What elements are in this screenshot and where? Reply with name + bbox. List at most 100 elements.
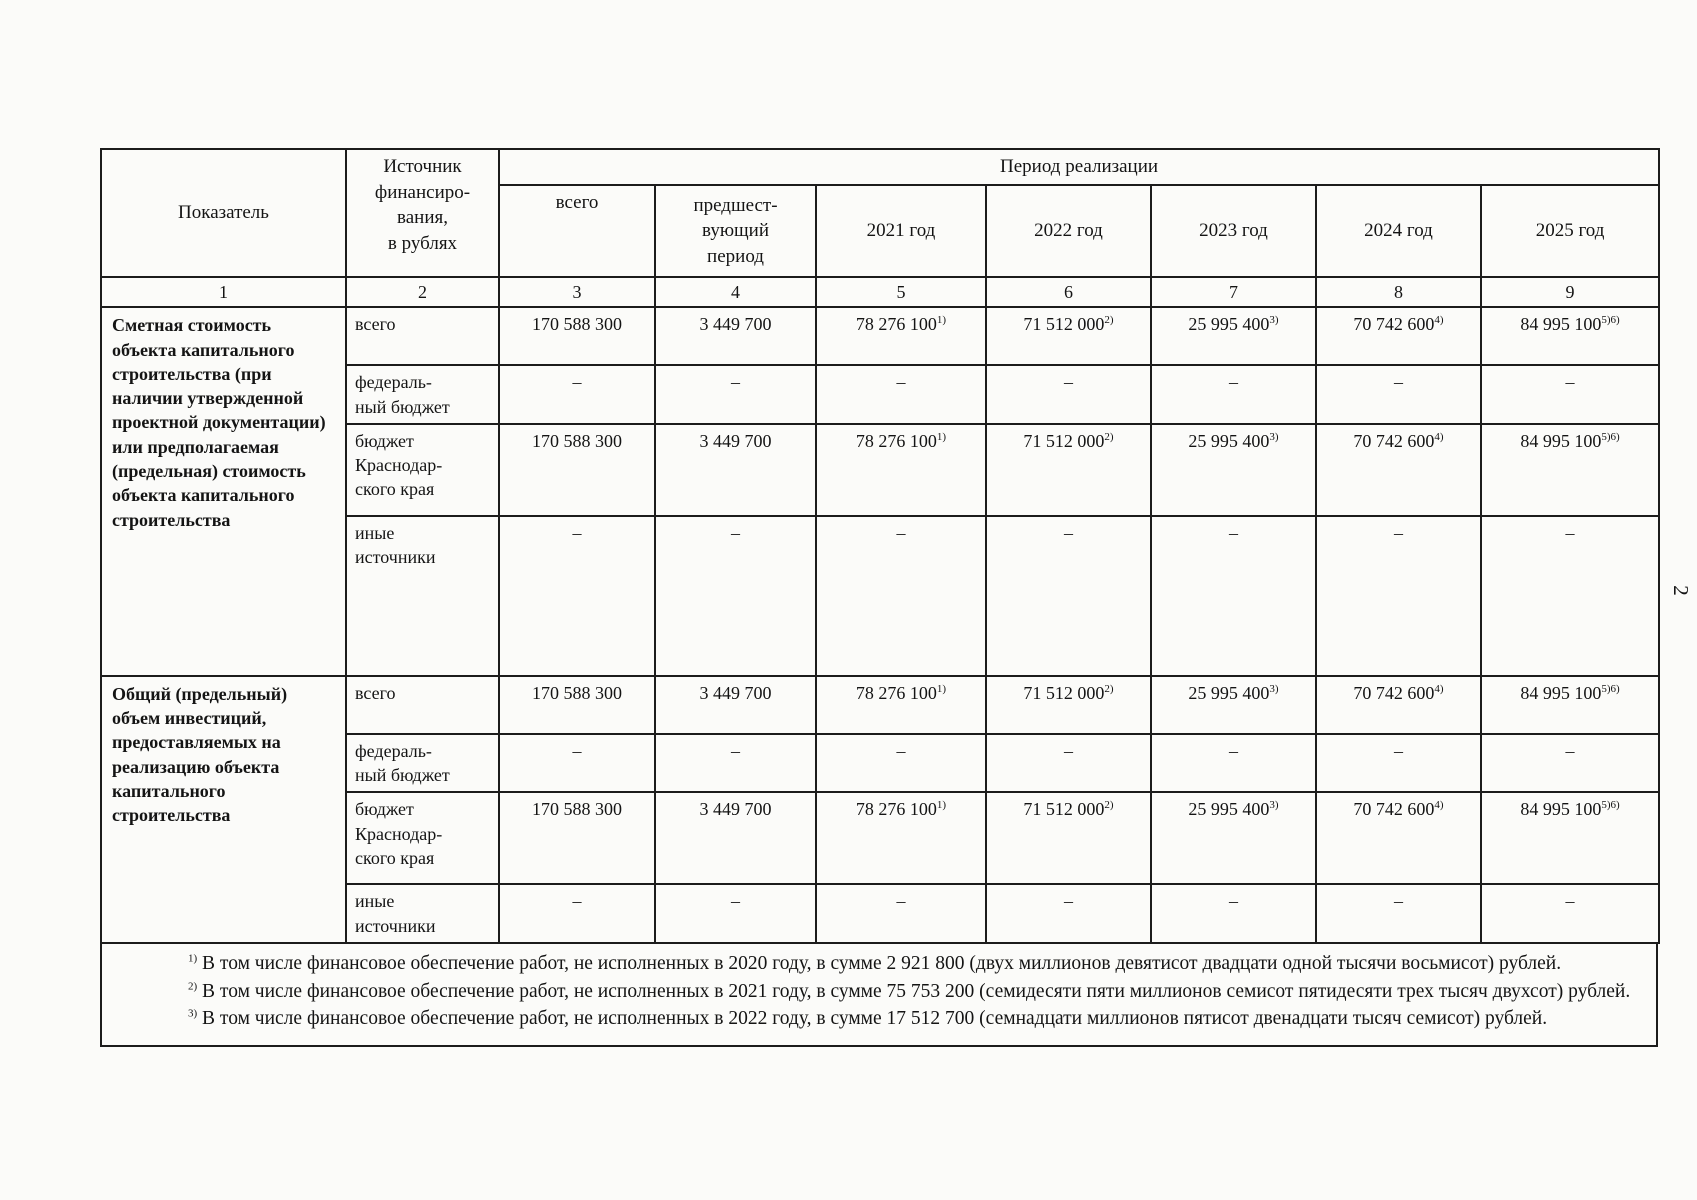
footnote-ref: 1): [936, 314, 947, 327]
value-text: –: [731, 372, 740, 393]
table-row: федераль- ный бюджет – – – – – – –: [101, 364, 1661, 425]
value-text: 71 512 000: [1023, 314, 1105, 335]
value-text: –: [572, 522, 582, 543]
value-text: –: [1394, 740, 1403, 761]
value-cell: 78 276 1001): [815, 791, 987, 886]
page-number: 2: [1668, 585, 1693, 596]
value-text: –: [1064, 372, 1073, 393]
value-cell: –: [1479, 514, 1661, 677]
value-text: –: [1064, 891, 1073, 912]
value-cell: 71 512 0002): [985, 306, 1152, 367]
footnote-ref: 2): [1104, 314, 1114, 327]
footnote-ref: 5)6): [1601, 799, 1620, 812]
value-text: –: [1394, 891, 1403, 912]
col-number-1: 1: [100, 275, 347, 309]
value-cell: –: [654, 364, 817, 425]
footnote-ref: 3): [1269, 799, 1279, 812]
value-cell: 25 995 4003): [1150, 791, 1317, 886]
value-cell: –: [498, 364, 656, 425]
value-cell: 25 995 4003): [1150, 306, 1317, 367]
source-cell: федераль- ный бюджет: [345, 732, 500, 794]
col-number-7: 7: [1150, 275, 1317, 309]
value-text: –: [1394, 372, 1403, 393]
value-text: –: [572, 372, 582, 393]
footnote-text: В том числе финансовое обеспечение работ…: [197, 1008, 1548, 1030]
footnote-ref: 4): [1434, 682, 1444, 695]
value-cell: –: [985, 364, 1152, 425]
value-text: 84 995 100: [1520, 682, 1602, 703]
footnote: 1) В том числе финансовое обеспечение ра…: [114, 950, 1642, 978]
value-text: –: [1394, 522, 1403, 543]
footnote-ref: 3): [1269, 430, 1279, 443]
value-text: 25 995 400: [1188, 430, 1270, 451]
value-text: 70 742 600: [1353, 682, 1435, 703]
col-number-3: 3: [498, 275, 656, 309]
indicator-cell: Общий (предельный) объем инвестиций, пре…: [100, 674, 347, 945]
footnote-ref: 1): [936, 799, 947, 812]
table-row: бюджет Краснодар- ского края 170 588 300…: [101, 422, 1661, 517]
value-text: 71 512 000: [1023, 799, 1105, 820]
value-text: –: [1064, 740, 1073, 761]
value-text: 170 588 300: [532, 430, 622, 451]
value-text: 84 995 100: [1520, 799, 1602, 820]
source-cell: иные источники: [345, 883, 500, 945]
source-cell: бюджет Краснодар- ского края: [345, 791, 500, 886]
footnote-ref: 1): [936, 430, 947, 443]
value-text: –: [731, 891, 740, 912]
value-text: 170 588 300: [532, 682, 622, 703]
source-cell: всего: [345, 306, 500, 367]
footnote-marker: 2): [188, 980, 198, 993]
footnote-ref: 5)6): [1601, 314, 1620, 327]
value-cell: 3 449 700: [654, 306, 817, 367]
value-text: –: [896, 522, 906, 543]
value-cell: 78 276 1001): [815, 306, 987, 367]
value-cell: 71 512 0002): [985, 791, 1152, 886]
value-cell: 3 449 700: [654, 422, 817, 517]
value-text: –: [1565, 372, 1575, 393]
footnote-text: В том числе финансовое обеспечение работ…: [197, 953, 1562, 975]
footnote-ref: 2): [1104, 799, 1114, 812]
col-header-2023: 2023 год: [1150, 184, 1317, 278]
value-cell: –: [1150, 364, 1317, 425]
col-header-2025: 2025 год: [1479, 184, 1661, 278]
value-cell: –: [654, 732, 817, 794]
value-cell: –: [1315, 514, 1482, 677]
value-text: –: [896, 891, 906, 912]
footnotes-section: 1) В том числе финансовое обеспечение ра…: [100, 942, 1658, 1048]
value-cell: –: [985, 732, 1152, 794]
table-row: Сметная стоимость объекта капитального с…: [100, 306, 1661, 677]
value-text: –: [1565, 891, 1575, 912]
value-cell: –: [498, 514, 656, 677]
value-text: 78 276 100: [855, 682, 937, 703]
value-text: 78 276 100: [855, 799, 937, 820]
value-cell: 70 742 6004): [1315, 674, 1482, 735]
footnote-ref: 3): [1269, 682, 1279, 695]
value-cell: 71 512 0002): [985, 422, 1152, 517]
col-header-2022: 2022 год: [985, 184, 1152, 278]
footnote: 2) В том числе финансовое обеспечение ра…: [114, 978, 1642, 1006]
value-text: 84 995 100: [1520, 314, 1602, 335]
value-cell: 78 276 1001): [815, 422, 987, 517]
value-cell: 25 995 4003): [1150, 422, 1317, 517]
value-text: 3 449 700: [699, 430, 772, 451]
value-text: 84 995 100: [1520, 430, 1602, 451]
col-number-2: 2: [345, 275, 500, 309]
source-cell: всего: [345, 674, 500, 735]
value-cell: –: [815, 514, 987, 677]
value-cell: –: [1479, 883, 1661, 945]
value-cell: 3 449 700: [654, 791, 817, 886]
col-header-2021: 2021 год: [815, 184, 987, 278]
value-cell: –: [1315, 883, 1482, 945]
footnote-marker: 3): [188, 1007, 198, 1020]
header-source: Источник финансиро- вания, в рублях: [345, 148, 500, 278]
footnote-text: В том числе финансовое обеспечение работ…: [197, 980, 1631, 1002]
value-text: 71 512 000: [1023, 430, 1105, 451]
value-cell: 170 588 300: [498, 422, 656, 517]
value-text: –: [1229, 372, 1238, 393]
col-number-6: 6: [985, 275, 1152, 309]
value-cell: –: [1315, 364, 1482, 425]
value-cell: 84 995 1005)6): [1479, 306, 1661, 367]
document-table: Показатель Источник финансиро- вания, в …: [100, 148, 1661, 1048]
value-cell: 78 276 1001): [815, 674, 987, 735]
